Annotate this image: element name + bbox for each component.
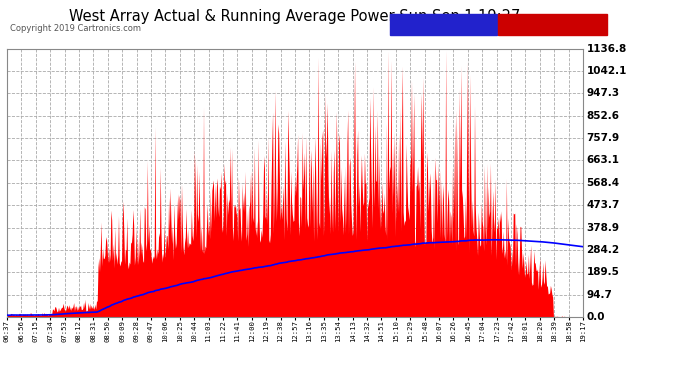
Text: 1136.8: 1136.8	[586, 44, 627, 54]
Text: Copyright 2019 Cartronics.com: Copyright 2019 Cartronics.com	[10, 24, 141, 33]
Text: West Array Actual & Running Average Power Sun Sep 1 19:27: West Array Actual & Running Average Powe…	[69, 9, 521, 24]
Text: 947.3: 947.3	[586, 88, 620, 99]
Text: 94.7: 94.7	[586, 290, 613, 300]
Text: 663.1: 663.1	[586, 156, 620, 165]
Text: 378.9: 378.9	[586, 222, 620, 232]
Text: 1042.1: 1042.1	[586, 66, 627, 76]
Text: 568.4: 568.4	[586, 178, 620, 188]
Text: 473.7: 473.7	[586, 200, 620, 210]
Text: Average  (DC Watts): Average (DC Watts)	[395, 20, 491, 29]
Text: 189.5: 189.5	[586, 267, 620, 277]
Text: 284.2: 284.2	[586, 245, 620, 255]
Text: 0.0: 0.0	[586, 312, 605, 322]
Text: 757.9: 757.9	[586, 133, 620, 143]
Text: 852.6: 852.6	[586, 111, 620, 121]
Text: West Array  (DC Watts): West Array (DC Watts)	[497, 20, 608, 29]
